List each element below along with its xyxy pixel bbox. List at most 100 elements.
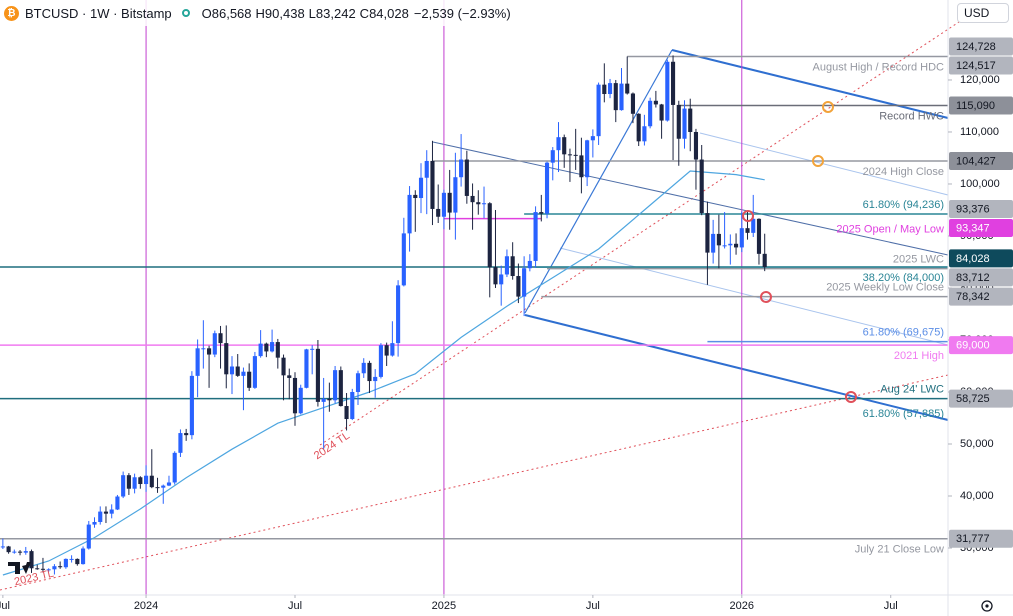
legend-header: ₿ BTCUSD · 1W · Bitstamp O 86,568 H 90,438… xyxy=(0,0,517,26)
candle-body xyxy=(464,159,469,196)
data-layer: August High / Record HDC Record HWC 2024 H… xyxy=(0,0,948,595)
marker-circle xyxy=(845,391,857,403)
candle-body xyxy=(17,551,23,553)
price-tag xyxy=(949,96,1013,115)
candle-body xyxy=(287,375,292,378)
candle-body xyxy=(613,83,618,111)
candle-body xyxy=(504,256,509,275)
candle-body xyxy=(201,348,206,350)
candle-body xyxy=(418,177,424,199)
candle-body xyxy=(733,243,739,248)
candle-body xyxy=(648,100,653,127)
candle-body xyxy=(218,333,223,344)
x-tick-label: Jul xyxy=(288,600,302,612)
candle-body xyxy=(756,218,762,254)
price-tag-label: 93,347 xyxy=(956,222,990,234)
candle-body xyxy=(138,477,143,485)
y-tick-label: 40,000 xyxy=(960,490,994,502)
price-tag-label: 78,342 xyxy=(956,291,990,303)
price-tag xyxy=(949,37,1013,56)
candle-body xyxy=(247,371,252,388)
candle-body xyxy=(315,348,320,402)
candle-body xyxy=(539,212,544,214)
candle-body xyxy=(401,233,406,286)
level-label: 2025 Weekly Low Close xyxy=(826,282,944,294)
candle-body xyxy=(115,496,120,510)
candle-body xyxy=(149,475,154,488)
candle-body xyxy=(12,551,17,553)
currency-select[interactable]: USD xyxy=(957,3,1009,23)
candle-body xyxy=(224,343,229,375)
candle-body xyxy=(728,243,733,246)
candle-body xyxy=(184,433,189,436)
tv-logo xyxy=(8,562,31,574)
candle-body xyxy=(567,154,573,156)
marker-circle xyxy=(760,291,772,303)
settings-icon-dot[interactable] xyxy=(985,604,989,608)
candle-body xyxy=(625,83,630,94)
settings-icon[interactable] xyxy=(981,600,993,612)
price-tag-label: 58,725 xyxy=(956,393,990,405)
candle-body xyxy=(69,558,74,560)
price-tag xyxy=(949,389,1013,408)
candle-body xyxy=(665,61,670,121)
candle-body xyxy=(0,546,5,548)
candle-body xyxy=(642,126,647,142)
price-tag-label: 93,376 xyxy=(956,203,990,215)
price-tag xyxy=(949,268,1013,287)
candle-body xyxy=(86,524,91,549)
candle-body xyxy=(556,137,561,151)
y-tick-label: 110,000 xyxy=(960,126,999,138)
candle-body xyxy=(481,203,487,205)
ohlc-value: 83,242 xyxy=(315,5,356,21)
candle-body xyxy=(596,84,601,137)
candle-body xyxy=(544,162,550,214)
price-change: −2,539 (−2.93%) xyxy=(413,5,511,21)
candle-body xyxy=(476,202,481,205)
candle-body xyxy=(745,228,750,233)
x-tick-label: 2026 xyxy=(730,600,754,612)
candle-body xyxy=(762,253,767,268)
candle-body xyxy=(636,113,641,142)
candle-body xyxy=(275,342,280,358)
y-tick-label: 100,000 xyxy=(960,178,1000,190)
candle-body xyxy=(739,228,744,248)
candle-body xyxy=(716,233,721,246)
y-tick-label: 120,000 xyxy=(960,74,1000,86)
price-tag xyxy=(949,151,1013,170)
candle-body xyxy=(63,558,68,568)
trend-line xyxy=(0,374,949,591)
candle-body xyxy=(132,477,137,489)
candle-body xyxy=(92,521,97,525)
candle-body xyxy=(751,218,756,233)
candle-body xyxy=(338,370,343,407)
price-tag xyxy=(949,336,1013,355)
ohlc-label: L xyxy=(308,5,316,21)
candle-body xyxy=(487,203,492,268)
ohlc-value: 84,028 xyxy=(369,5,409,21)
ohlc-value: 86,568 xyxy=(211,5,252,21)
candle-body xyxy=(722,245,727,247)
candle-body xyxy=(378,345,383,377)
trend-line xyxy=(524,314,949,421)
candle-body xyxy=(693,131,699,160)
axes: 30,00040,00050,00060,00070,00080,00090,0… xyxy=(0,37,1013,612)
ohlc-label: H xyxy=(255,5,265,21)
candle-body xyxy=(407,194,412,234)
candle-body xyxy=(590,136,595,141)
candle-body xyxy=(35,568,40,570)
candle-body xyxy=(499,274,504,285)
price-tag-label: 84,028 xyxy=(956,253,990,265)
candle-body xyxy=(562,137,567,155)
candle-body xyxy=(121,475,126,497)
candle-body xyxy=(453,177,458,213)
candle-body xyxy=(109,509,114,514)
candle-body xyxy=(98,511,103,522)
price-tag xyxy=(949,56,1013,75)
symbol-title[interactable]: BTCUSD · 1W · Bitstamp xyxy=(25,5,172,21)
candle-body xyxy=(585,140,590,178)
candle-body xyxy=(304,349,309,388)
price-tag-label: 124,728 xyxy=(956,41,996,53)
settings-icon-ring[interactable] xyxy=(981,600,993,612)
candle-body xyxy=(58,566,63,568)
